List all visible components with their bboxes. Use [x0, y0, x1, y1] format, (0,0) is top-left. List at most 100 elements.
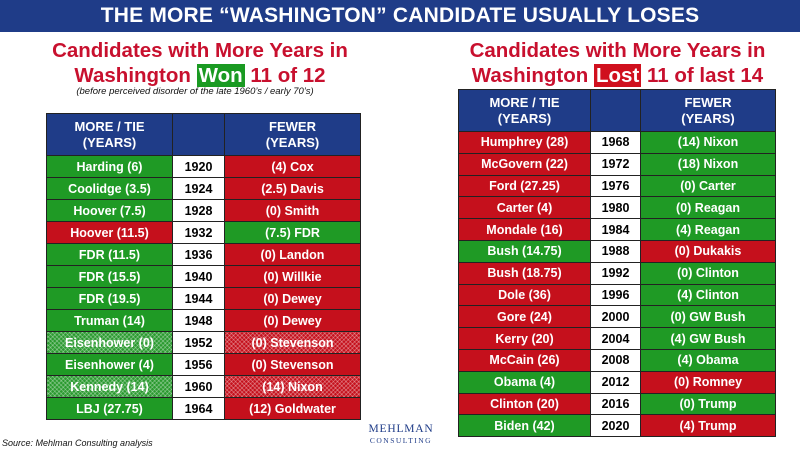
year-cell: 1952	[172, 331, 225, 354]
table-row: Bush (18.75) 1992 (0) Clinton	[458, 261, 776, 285]
table-row: Biden (42) 2020 (4) Trump	[458, 414, 776, 438]
right-heading-pre: Washington	[471, 64, 594, 87]
more-candidate-cell: Humphrey (28)	[458, 131, 591, 154]
fewer-candidate-cell: (4) GW Bush	[640, 327, 776, 350]
table-row: Hoover (7.5) 1928 (0) Smith	[46, 199, 361, 222]
fewer-candidate-cell: (0) Trump	[640, 392, 776, 416]
fewer-candidate-cell: (4) Cox	[224, 155, 361, 178]
col-more-header: MORE / TIE (YEARS)	[46, 113, 173, 156]
left-heading-line1: Candidates with More Years in	[52, 39, 348, 62]
fewer-candidate-cell: (0) Dewey	[224, 287, 361, 310]
table-row: Harding (6) 1920 (4) Cox	[46, 155, 361, 178]
more-candidate-cell: Hoover (7.5)	[46, 199, 173, 222]
left-heading-highlight: Won	[196, 64, 245, 87]
left-election-table: MORE / TIE (YEARS) FEWER (YEARS) Harding (…	[46, 113, 361, 420]
year-cell: 2016	[590, 392, 641, 416]
more-candidate-cell: Ford (27.25)	[458, 174, 591, 198]
fewer-candidate-cell: (0) Carter	[640, 174, 776, 198]
table-row: Obama (4) 2012 (0) Romney	[458, 370, 776, 394]
table-row: Mondale (16) 1984 (4) Reagan	[458, 218, 776, 241]
fewer-candidate-cell: (0) Stevenson	[224, 331, 361, 354]
year-cell: 2004	[590, 327, 641, 350]
table-row: McCain (26) 2008 (4) Obama	[458, 348, 776, 372]
fewer-candidate-cell: (0) Stevenson	[224, 353, 361, 376]
company-logo: MEHLMAN CONSULTING	[362, 423, 440, 446]
col-year-header	[590, 89, 641, 132]
table-row: Kennedy (14) 1960 (14) Nixon	[46, 375, 361, 398]
table-row: FDR (19.5) 1944 (0) Dewey	[46, 287, 361, 310]
year-cell: 1968	[590, 131, 641, 154]
logo-line2: CONSULTING	[369, 436, 433, 445]
left-heading: Candidates with More Years in Washington…	[20, 38, 380, 88]
year-cell: 1928	[172, 199, 225, 222]
more-candidate-cell: LBJ (27.75)	[46, 397, 173, 420]
more-candidate-cell: Harding (6)	[46, 155, 173, 178]
left-heading-pre: Washington	[74, 64, 197, 87]
col-more-header: MORE / TIE (YEARS)	[458, 89, 591, 132]
fewer-candidate-cell: (4) Obama	[640, 348, 776, 372]
fewer-candidate-cell: (0) Dukakis	[640, 239, 776, 263]
more-candidate-cell: Dole (36)	[458, 283, 591, 307]
col-fewer-header: FEWER (YEARS)	[640, 89, 776, 132]
right-heading: Candidates with More Years in Washington…	[440, 38, 795, 88]
table-row: Gore (24) 2000 (0) GW Bush	[458, 305, 776, 329]
logo-line1: MEHLMAN	[368, 423, 434, 435]
year-cell: 1956	[172, 353, 225, 376]
more-candidate-cell: Eisenhower (4)	[46, 353, 173, 376]
fewer-candidate-cell: (14) Nixon	[640, 131, 776, 154]
more-candidate-cell: Eisenhower (0)	[46, 331, 173, 354]
left-heading-line2: Washington Won 11 of 12	[20, 63, 380, 88]
source-note: Source: Mehlman Consulting analysis	[2, 438, 153, 448]
right-election-table: MORE / TIE (YEARS) FEWER (YEARS) Humphrey …	[458, 89, 776, 438]
year-cell: 1980	[590, 196, 641, 220]
right-heading-line1: Candidates with More Years in	[469, 39, 766, 62]
more-candidate-cell: McGovern (22)	[458, 152, 591, 176]
col-fewer-header: FEWER (YEARS)	[224, 113, 361, 156]
fewer-candidate-cell: (4) Trump	[640, 414, 776, 438]
year-cell: 1964	[172, 397, 225, 420]
year-cell: 1944	[172, 287, 225, 310]
year-cell: 1936	[172, 243, 225, 266]
table-row: Truman (14) 1948 (0) Dewey	[46, 309, 361, 332]
table-row: Bush (14.75) 1988 (0) Dukakis	[458, 239, 776, 263]
more-candidate-cell: Bush (18.75)	[458, 261, 591, 285]
year-cell: 1960	[172, 375, 225, 398]
more-candidate-cell: Obama (4)	[458, 370, 591, 394]
year-cell: 1972	[590, 152, 641, 176]
fewer-candidate-cell: (4) Clinton	[640, 283, 776, 307]
banner-title: THE MORE “WASHINGTON” CANDIDATE USUALLY …	[0, 0, 800, 32]
year-cell: 1940	[172, 265, 225, 288]
more-candidate-cell: FDR (11.5)	[46, 243, 173, 266]
table-header-row: MORE / TIE (YEARS) FEWER (YEARS)	[46, 113, 361, 156]
right-heading-post: 11 of last 14	[641, 64, 764, 87]
table-row: McGovern (22) 1972 (18) Nixon	[458, 152, 776, 176]
more-candidate-cell: Hoover (11.5)	[46, 221, 173, 244]
fewer-candidate-cell: (0) Smith	[224, 199, 361, 222]
fewer-candidate-cell: (0) Reagan	[640, 196, 776, 220]
fewer-candidate-cell: (7.5) FDR	[224, 221, 361, 244]
right-heading-line2: Washington Lost 11 of last 14	[440, 63, 795, 88]
fewer-candidate-cell: (2.5) Davis	[224, 177, 361, 200]
more-candidate-cell: Truman (14)	[46, 309, 173, 332]
more-candidate-cell: McCain (26)	[458, 348, 591, 372]
fewer-candidate-cell: (0) Clinton	[640, 261, 776, 285]
more-candidate-cell: Kerry (20)	[458, 327, 591, 350]
fewer-candidate-cell: (4) Reagan	[640, 218, 776, 241]
table-row: Hoover (11.5) 1932 (7.5) FDR	[46, 221, 361, 244]
table-row: Humphrey (28) 1968 (14) Nixon	[458, 131, 776, 154]
more-candidate-cell: Kennedy (14)	[46, 375, 173, 398]
table-row: Dole (36) 1996 (4) Clinton	[458, 283, 776, 307]
more-candidate-cell: FDR (19.5)	[46, 287, 173, 310]
more-candidate-cell: Clinton (20)	[458, 392, 591, 416]
year-cell: 1996	[590, 283, 641, 307]
year-cell: 1920	[172, 155, 225, 178]
fewer-candidate-cell: (0) GW Bush	[640, 305, 776, 329]
table-row: Ford (27.25) 1976 (0) Carter	[458, 174, 776, 198]
year-cell: 1992	[590, 261, 641, 285]
left-heading-post: 11 of 12	[244, 64, 326, 87]
fewer-candidate-cell: (0) Dewey	[224, 309, 361, 332]
more-candidate-cell: Mondale (16)	[458, 218, 591, 241]
more-candidate-cell: FDR (15.5)	[46, 265, 173, 288]
table-row: Kerry (20) 2004 (4) GW Bush	[458, 327, 776, 350]
year-cell: 2000	[590, 305, 641, 329]
